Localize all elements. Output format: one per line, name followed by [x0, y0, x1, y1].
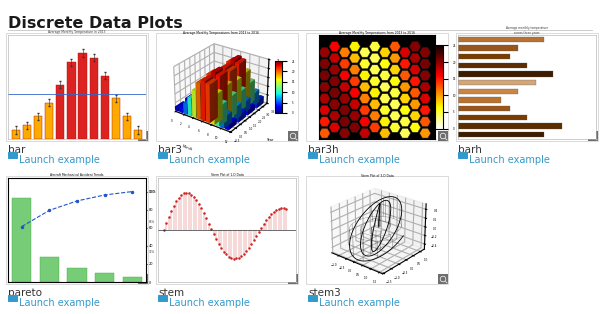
- FancyBboxPatch shape: [308, 295, 317, 301]
- Bar: [458, 106, 510, 111]
- Text: 33%: 33%: [149, 250, 155, 254]
- FancyBboxPatch shape: [308, 152, 317, 158]
- Text: Launch example: Launch example: [169, 155, 250, 165]
- Bar: [34, 116, 42, 139]
- FancyBboxPatch shape: [156, 176, 298, 284]
- Title: Average Monthly Temperatures from 2013 to 2016: Average Monthly Temperatures from 2013 t…: [339, 30, 415, 35]
- FancyBboxPatch shape: [157, 295, 167, 301]
- Bar: [23, 125, 31, 139]
- Bar: [67, 62, 76, 139]
- Bar: [134, 130, 142, 139]
- FancyBboxPatch shape: [7, 152, 17, 158]
- Bar: [458, 62, 527, 68]
- Text: Discrete Data Plots: Discrete Data Plots: [8, 16, 183, 31]
- FancyBboxPatch shape: [7, 295, 17, 301]
- Text: Launch example: Launch example: [169, 298, 250, 308]
- Bar: [45, 103, 53, 139]
- Text: bar: bar: [8, 145, 25, 155]
- Text: pareto: pareto: [8, 288, 42, 298]
- FancyBboxPatch shape: [306, 33, 448, 141]
- Text: Launch example: Launch example: [319, 298, 400, 308]
- Bar: [458, 123, 562, 129]
- Text: bar3: bar3: [158, 145, 182, 155]
- Y-axis label: Year: Year: [266, 138, 274, 142]
- Bar: [79, 53, 87, 139]
- FancyBboxPatch shape: [456, 33, 598, 141]
- Bar: [95, 273, 114, 282]
- Bar: [56, 85, 64, 139]
- Title: Stem Plot of 3-D Data: Stem Plot of 3-D Data: [361, 174, 394, 178]
- Text: bar3h: bar3h: [308, 145, 338, 155]
- FancyBboxPatch shape: [138, 131, 148, 141]
- Text: Launch example: Launch example: [319, 155, 400, 165]
- X-axis label: Month: Month: [182, 144, 194, 152]
- FancyBboxPatch shape: [157, 152, 167, 158]
- FancyBboxPatch shape: [438, 274, 448, 284]
- Bar: [11, 130, 20, 139]
- Bar: [67, 268, 86, 282]
- Title: Average Monthly Temperatures from 2013 to 2016: Average Monthly Temperatures from 2013 t…: [182, 30, 259, 35]
- Bar: [112, 98, 120, 139]
- Bar: [89, 57, 98, 139]
- FancyBboxPatch shape: [156, 33, 298, 141]
- Title: Average Monthly Temperature in 2013: Average Monthly Temperature in 2013: [48, 30, 106, 34]
- Text: Launch example: Launch example: [19, 155, 100, 165]
- Bar: [12, 198, 31, 282]
- FancyBboxPatch shape: [306, 176, 448, 284]
- Text: barh: barh: [458, 145, 482, 155]
- Bar: [458, 115, 527, 120]
- FancyBboxPatch shape: [6, 176, 148, 284]
- Bar: [458, 97, 501, 103]
- Title: Average monthly temperature
across three years: Average monthly temperature across three…: [506, 26, 548, 35]
- Bar: [40, 257, 59, 282]
- Title: Stem Plot of 1-D Data: Stem Plot of 1-D Data: [211, 173, 244, 177]
- Title: Aircraft Mechanical Accident Trends: Aircraft Mechanical Accident Trends: [50, 173, 104, 177]
- Bar: [458, 80, 536, 85]
- Text: Launch example: Launch example: [469, 155, 550, 165]
- FancyBboxPatch shape: [6, 33, 148, 141]
- Text: 100%: 100%: [149, 190, 157, 193]
- Text: Launch example: Launch example: [19, 298, 100, 308]
- FancyBboxPatch shape: [288, 131, 298, 141]
- Bar: [458, 54, 510, 59]
- Bar: [458, 45, 518, 51]
- Bar: [458, 71, 553, 77]
- FancyBboxPatch shape: [458, 152, 467, 158]
- Bar: [458, 89, 518, 94]
- FancyBboxPatch shape: [438, 131, 448, 141]
- Text: stem3: stem3: [308, 288, 341, 298]
- FancyBboxPatch shape: [588, 131, 598, 141]
- Bar: [122, 277, 142, 282]
- Bar: [101, 76, 109, 139]
- FancyBboxPatch shape: [138, 274, 148, 284]
- Text: stem: stem: [158, 288, 184, 298]
- Bar: [458, 36, 544, 42]
- Bar: [123, 116, 131, 139]
- Bar: [458, 132, 544, 138]
- FancyBboxPatch shape: [288, 274, 298, 284]
- Text: 66%: 66%: [149, 220, 155, 224]
